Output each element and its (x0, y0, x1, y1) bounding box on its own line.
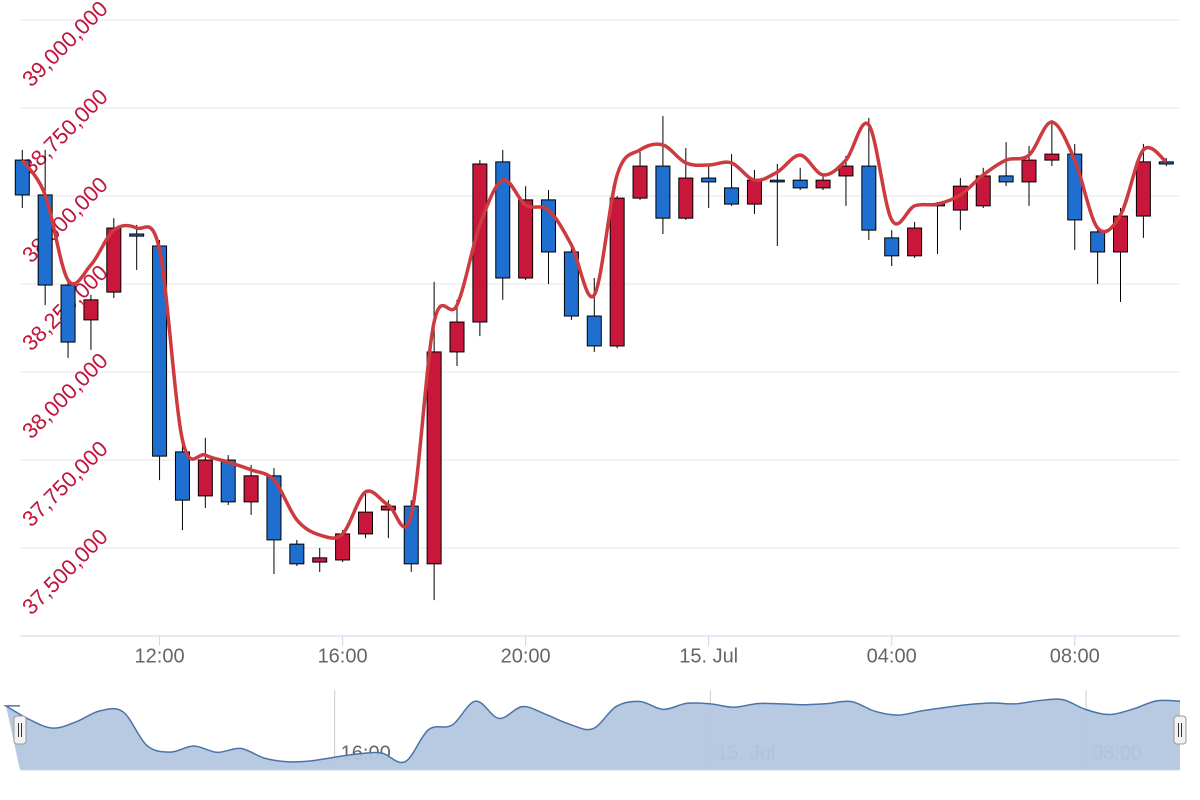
candle-body (746, 179, 762, 205)
x-tick-label: 12:00 (135, 645, 185, 667)
candle-body (1044, 153, 1060, 161)
x-tick-label: 04:00 (867, 645, 917, 667)
candle (1113, 207, 1129, 302)
candle (724, 154, 740, 206)
navigator-handle-left[interactable] (13, 715, 27, 745)
candle (197, 437, 213, 508)
candle-body (266, 475, 282, 541)
candle-body (518, 199, 534, 279)
candle-body (1090, 231, 1106, 253)
candle-body (769, 179, 785, 183)
candle-body (197, 459, 213, 497)
candle (1044, 119, 1060, 167)
navigator-line (3, 698, 1181, 764)
candle (907, 222, 923, 258)
y-tick-label: 39,000,000 (17, 0, 113, 92)
candle (60, 278, 76, 358)
candle (952, 178, 968, 231)
candle-body (312, 557, 328, 563)
candle-body (174, 451, 190, 501)
candle (312, 548, 328, 572)
candle (655, 116, 671, 235)
candle (426, 281, 442, 601)
candle (609, 196, 625, 349)
candle (678, 148, 694, 220)
candle-body (449, 321, 465, 353)
candle (1135, 143, 1151, 238)
candle-body (815, 179, 831, 189)
candle-body (792, 179, 808, 189)
candle (929, 201, 945, 255)
x-tick-label: 20:00 (501, 645, 551, 667)
candle (129, 224, 145, 270)
y-tick-label: 37,500,000 (17, 524, 113, 620)
y-tick-label: 37,750,000 (17, 436, 113, 532)
candle-body (861, 165, 877, 231)
candle-body (701, 177, 717, 183)
candle-body (632, 165, 648, 199)
candle (838, 155, 854, 206)
candle (586, 278, 602, 352)
candle (174, 444, 190, 531)
candle (266, 468, 282, 575)
candle (152, 240, 168, 481)
candle (1021, 146, 1037, 206)
candle-body (1158, 161, 1174, 165)
candle (792, 167, 808, 191)
candle-body (289, 543, 305, 565)
candle (769, 163, 785, 246)
handle[interactable] (1173, 715, 1187, 745)
candle-body (495, 161, 511, 279)
y-tick-label: 38,000,000 (17, 348, 113, 444)
candle (243, 464, 259, 515)
candle-body (678, 177, 694, 219)
candle-body (609, 197, 625, 347)
x-tick-label: 15. Jul (679, 645, 738, 667)
candle (541, 190, 557, 284)
candle (472, 160, 488, 337)
candle-body (60, 284, 76, 343)
candle (884, 230, 900, 267)
candle (701, 166, 717, 208)
line-series (20, 120, 1168, 540)
candle-body (907, 227, 923, 257)
candle-body (884, 237, 900, 257)
candle (746, 169, 762, 214)
plot (14, 116, 1174, 601)
candle-body (1021, 159, 1037, 183)
candle-body (243, 475, 259, 503)
candle-body (220, 459, 236, 503)
candle (975, 167, 991, 208)
candle (1090, 225, 1106, 284)
candle (563, 244, 579, 320)
candle-body (129, 233, 145, 237)
candle-body (838, 165, 854, 177)
candle-body (1135, 161, 1151, 217)
navigator-area (5, 699, 1181, 770)
candle (449, 299, 465, 367)
candle-body (655, 165, 671, 219)
candle-body (724, 187, 740, 205)
candle-body (357, 511, 373, 535)
candle-body (586, 315, 602, 347)
candle-body (563, 251, 579, 317)
candle (632, 152, 648, 200)
navigator-handle-right[interactable] (1173, 715, 1187, 745)
candle-body (998, 175, 1014, 183)
handle[interactable] (13, 715, 27, 745)
candle (861, 117, 877, 240)
candle (495, 149, 511, 300)
x-tick-label: 16:00 (318, 645, 368, 667)
candle (357, 489, 373, 539)
candle-body (426, 351, 442, 565)
candle (83, 294, 99, 350)
candle-body (83, 299, 99, 321)
y-tick-label: 38,750,000 (17, 84, 113, 180)
candle (289, 539, 305, 566)
x-tick-label: 08:00 (1050, 645, 1100, 667)
candle (518, 186, 534, 281)
candle (998, 142, 1014, 187)
